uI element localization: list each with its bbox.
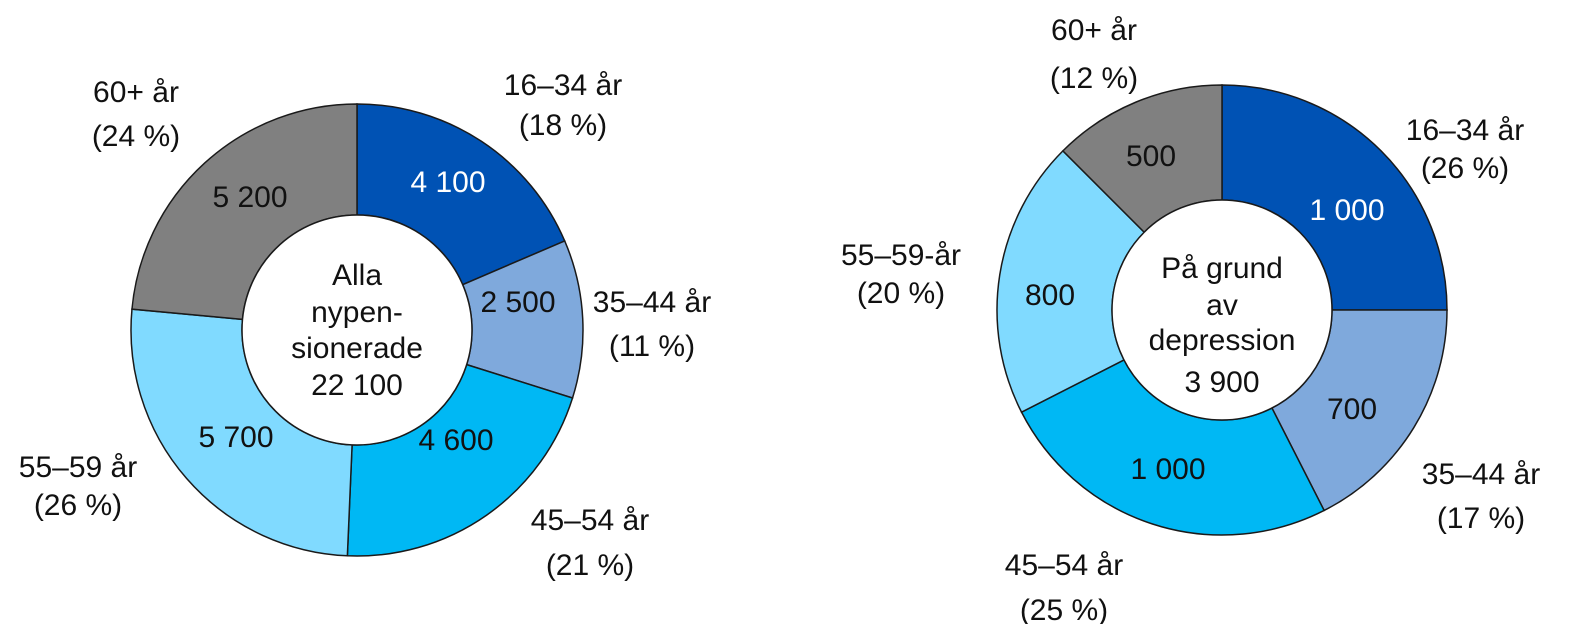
category-label: 60+ år: [93, 76, 179, 109]
center-label-line: På grund: [1161, 252, 1283, 285]
donut-hole: [1111, 199, 1333, 421]
category-label: 60+ år: [1051, 14, 1137, 47]
slice-value-label: 5 700: [198, 421, 273, 454]
percent-label: (21 %): [546, 549, 634, 582]
slice-value-label: 800: [1025, 279, 1075, 312]
donut-chart-1: 4 100 2 500 4 600 5 700 5 200 16–34 år (18 %) 3…: [19, 69, 711, 582]
percent-label: (25 %): [1020, 594, 1108, 624]
category-label: 16–34 år: [504, 69, 622, 102]
center-label-line: depression: [1149, 324, 1296, 357]
category-label: 35–44 år: [1422, 458, 1540, 491]
slice-value-label: 4 600: [418, 424, 493, 457]
category-label: 45–54 år: [531, 504, 649, 537]
donut-chart-2: 1 000 700 1 000 800 500 16–34 år (26 %) 35–44 å…: [841, 14, 1540, 624]
percent-label: (24 %): [92, 120, 180, 153]
center-label-line: av: [1206, 289, 1238, 322]
slice-value-label: 5 200: [212, 181, 287, 214]
slice-value-label: 1 000: [1130, 453, 1205, 486]
donut-hole: [241, 214, 473, 446]
percent-label: (18 %): [519, 109, 607, 142]
percent-label: (26 %): [1421, 152, 1509, 185]
category-label: 16–34 år: [1406, 114, 1524, 147]
slice-value-label: 2 500: [480, 286, 555, 319]
center-label-line: sionerade: [291, 332, 423, 365]
center-label-line: nypen-: [311, 296, 403, 329]
category-label: 55–59-år: [841, 239, 961, 272]
percent-label: (20 %): [857, 277, 945, 310]
percent-label: (11 %): [609, 330, 695, 363]
category-label: 35–44 år: [593, 286, 711, 319]
slice-value-label: 700: [1327, 393, 1377, 426]
percent-label: (17 %): [1437, 502, 1525, 535]
center-label-line: 22 100: [311, 369, 403, 402]
center-label-line: Alla: [332, 259, 382, 292]
category-label: 45–54 år: [1005, 549, 1123, 582]
slice-value-label: 4 100: [410, 166, 485, 199]
percent-label: (12 %): [1050, 62, 1138, 95]
category-label: 55–59 år: [19, 451, 137, 484]
percent-label: (26 %): [34, 489, 122, 522]
slice-value-label: 500: [1126, 140, 1176, 173]
center-label-line: 3 900: [1184, 366, 1259, 399]
slice-value-label: 1 000: [1309, 194, 1384, 227]
